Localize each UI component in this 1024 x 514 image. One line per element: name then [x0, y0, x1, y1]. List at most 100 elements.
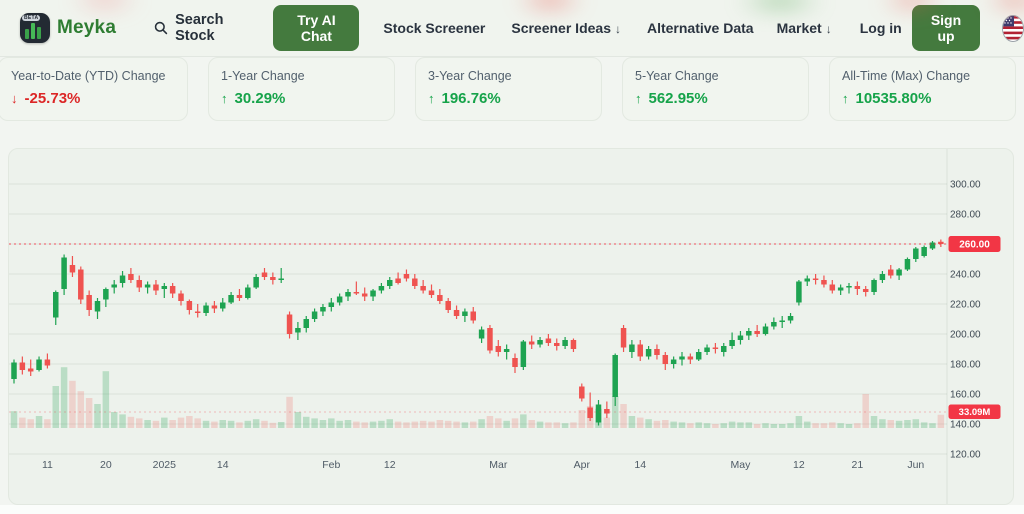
decor-gradient-pink	[70, 0, 140, 12]
volume-bar	[778, 424, 786, 428]
volume-bar	[378, 420, 385, 428]
card-value: 562.95%	[648, 90, 708, 107]
candle-body	[929, 242, 936, 249]
price-tick-label: 240.00	[950, 270, 981, 281]
price-tick-label: 160.00	[950, 390, 981, 401]
volume-bar	[703, 423, 711, 428]
volume-bar	[829, 422, 836, 428]
decor-gradient-red-3	[985, 0, 1024, 12]
volume-bar	[69, 380, 76, 428]
candle-body	[361, 293, 368, 297]
card-label: 1-Year Change	[221, 69, 305, 83]
date-tick-label: 11	[42, 459, 53, 471]
candle-body	[787, 316, 794, 321]
date-tick-label: Apr	[574, 459, 591, 471]
nav-item-stock-screener[interactable]: Stock Screener	[383, 20, 486, 36]
volume-bar	[436, 420, 444, 428]
volume-bar	[236, 422, 243, 428]
card-1-year-change: 1-Year Change ↑ 30.29%	[208, 57, 395, 121]
volume-bar	[628, 416, 636, 428]
candle-body	[487, 328, 493, 351]
candle-body	[278, 278, 284, 280]
candle-body	[812, 278, 819, 280]
candle-body	[754, 331, 760, 334]
volume-bar	[186, 416, 193, 428]
volume-bar	[85, 398, 93, 428]
candle-body	[428, 290, 435, 295]
candle-body	[888, 269, 894, 276]
candle-body	[662, 355, 669, 364]
volume-bar	[804, 421, 811, 428]
candle-body	[804, 278, 810, 282]
card-label: 3-Year Change	[428, 69, 512, 83]
volume-bar	[261, 420, 268, 428]
volume-bar	[561, 423, 569, 428]
volume-bar	[470, 421, 477, 428]
candle-body	[854, 286, 861, 289]
card-label: All-Time (Max) Change	[842, 69, 971, 83]
volume-bar	[486, 416, 494, 428]
volume-bar	[386, 419, 393, 428]
candle-body	[353, 292, 360, 294]
nav-item-alternative-data[interactable]: Alternative Data	[646, 20, 754, 36]
candle-body	[645, 349, 652, 357]
candlestick-bars-icon	[25, 23, 41, 39]
volume-bar	[895, 420, 903, 428]
brand-logo[interactable]: BETA Meyka	[20, 13, 116, 43]
volume-bar	[419, 420, 427, 428]
try-ai-chat-button[interactable]: Try AI Chat	[273, 5, 360, 51]
search-stock-button[interactable]: Search Stock	[154, 12, 246, 44]
volume-bar	[578, 410, 586, 428]
volume-bar	[411, 421, 419, 428]
date-tick-label: Feb	[322, 459, 340, 471]
date-tick-label: 14	[217, 459, 229, 471]
volume-bar	[812, 423, 819, 428]
volume-bar	[311, 418, 318, 428]
card-value: 30.29%	[234, 90, 286, 107]
price-tick-label: 220.00	[950, 300, 981, 311]
volume-bar	[545, 422, 552, 428]
volume-bar	[336, 420, 343, 428]
last-price-badge-label: 260.00	[959, 240, 990, 251]
time-axis[interactable]: 11 20 2025 14 Feb 12 Mar Apr 14 May 12 21 Jun	[42, 459, 924, 471]
candle-body	[570, 340, 577, 349]
performance-cards-row: Year-to-Date (YTD) Change ↓ -25.73% 1-Ye…	[0, 57, 1016, 121]
volume-bar	[820, 423, 828, 428]
us-flag-icon	[1003, 15, 1024, 40]
candle-body	[545, 338, 552, 343]
volume-bar	[328, 418, 335, 428]
log-in-link[interactable]: Log in	[859, 20, 902, 36]
price-chart-panel[interactable]: 300.00 280.00 260.00 240.00 220.00 200.00 180.…	[8, 148, 1014, 505]
nav-item-market[interactable]: Market ↓	[777, 20, 832, 36]
price-tick-label: 120.00	[950, 450, 981, 461]
volume-bar	[227, 420, 235, 428]
volume-bar	[637, 417, 644, 428]
candle-body	[311, 311, 318, 319]
volume-bar	[862, 394, 869, 428]
sign-up-button[interactable]: Sign up	[911, 5, 981, 51]
candle-body	[846, 286, 852, 288]
card-value: 196.76%	[441, 90, 501, 107]
candle-body	[729, 340, 735, 346]
candle-body	[796, 281, 802, 303]
candle-body	[554, 343, 560, 346]
volume-bar	[528, 420, 535, 428]
date-tick-label: May	[731, 459, 752, 471]
volume-bar	[478, 419, 485, 428]
candle-body	[821, 280, 827, 285]
candle-body	[579, 386, 585, 399]
volume-bar	[536, 421, 544, 428]
volume-bar	[361, 422, 368, 428]
us-flag-language-selector[interactable]	[1002, 14, 1024, 42]
volume-bar	[127, 416, 135, 428]
volume-bar	[194, 418, 201, 428]
volume-bar	[35, 416, 43, 428]
price-tick-label: 200.00	[950, 330, 981, 341]
candlestick-chart[interactable]: 300.00 280.00 260.00 240.00 220.00 200.00 180.…	[9, 149, 1013, 504]
volume-bar	[144, 420, 151, 428]
volume-bar	[920, 422, 928, 428]
volume-bar	[77, 391, 85, 428]
nav-item-screener-ideas[interactable]: Screener Ideas ↓	[511, 20, 621, 36]
date-tick-label: 21	[852, 459, 864, 471]
volume-bar	[837, 423, 844, 428]
